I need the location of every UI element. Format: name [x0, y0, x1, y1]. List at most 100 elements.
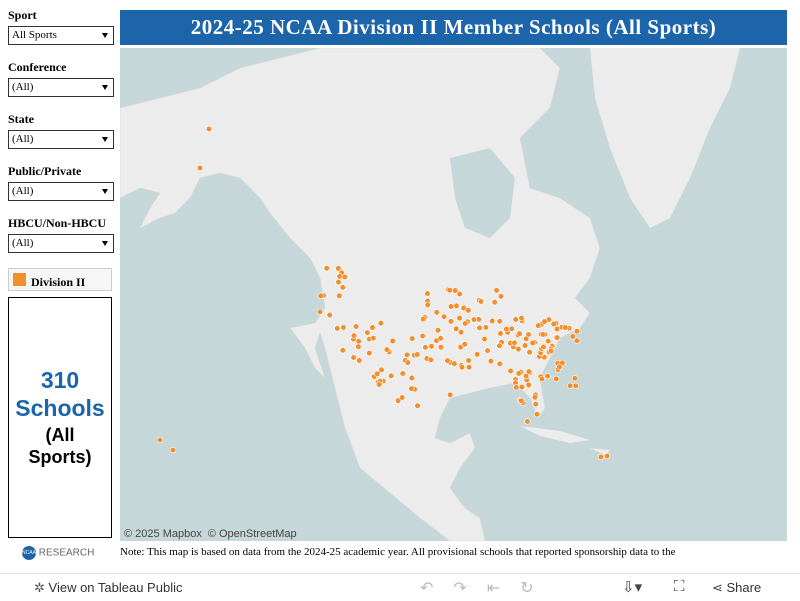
- filter-dropdown[interactable]: (All): [8, 182, 114, 201]
- school-point[interactable]: [336, 273, 343, 280]
- school-point[interactable]: [350, 332, 358, 339]
- view-on-tableau[interactable]: ✲ View on Tableau Public: [34, 580, 183, 595]
- filter-dropdown[interactable]: (All): [8, 78, 114, 97]
- school-point[interactable]: [518, 397, 525, 404]
- school-point[interactable]: [556, 363, 563, 370]
- school-point[interactable]: [451, 360, 458, 367]
- school-point[interactable]: [437, 344, 445, 351]
- school-point[interactable]: [444, 357, 451, 364]
- school-point[interactable]: [366, 350, 373, 357]
- school-point[interactable]: [389, 337, 396, 345]
- school-point[interactable]: [507, 367, 514, 375]
- school-point[interactable]: [532, 401, 539, 408]
- school-point[interactable]: [484, 347, 491, 354]
- school-point[interactable]: [369, 324, 376, 331]
- fullscreen-button[interactable]: ⛶: [674, 578, 685, 595]
- school-point[interactable]: [461, 341, 468, 348]
- school-point[interactable]: [523, 335, 530, 342]
- school-point[interactable]: [428, 343, 435, 350]
- school-point[interactable]: [597, 453, 605, 461]
- school-point[interactable]: [521, 342, 529, 349]
- school-point[interactable]: [437, 335, 444, 342]
- school-point[interactable]: [323, 265, 330, 272]
- school-point[interactable]: [326, 311, 333, 319]
- school-point[interactable]: [317, 292, 324, 299]
- school-point[interactable]: [205, 125, 213, 133]
- school-point[interactable]: [420, 316, 427, 323]
- filter-dropdown[interactable]: All Sports: [8, 26, 114, 45]
- school-point[interactable]: [525, 381, 532, 389]
- school-point[interactable]: [541, 318, 548, 325]
- school-point[interactable]: [489, 317, 496, 325]
- school-point[interactable]: [378, 366, 385, 373]
- school-point[interactable]: [512, 316, 519, 323]
- school-point[interactable]: [553, 334, 561, 341]
- school-point[interactable]: [395, 397, 402, 404]
- school-point[interactable]: [603, 452, 611, 460]
- school-point[interactable]: [352, 323, 360, 330]
- school-point[interactable]: [544, 373, 551, 380]
- school-point[interactable]: [414, 351, 421, 358]
- school-point[interactable]: [376, 381, 383, 388]
- school-point[interactable]: [335, 265, 342, 272]
- school-point[interactable]: [356, 357, 363, 364]
- school-point[interactable]: [572, 382, 579, 389]
- school-point[interactable]: [553, 375, 560, 382]
- school-point[interactable]: [496, 342, 503, 349]
- school-point[interactable]: [355, 338, 362, 345]
- school-point[interactable]: [496, 360, 503, 367]
- school-point[interactable]: [433, 309, 440, 316]
- school-point[interactable]: [422, 344, 429, 351]
- school-point[interactable]: [573, 337, 580, 344]
- school-point[interactable]: [336, 292, 343, 299]
- school-point[interactable]: [341, 273, 348, 281]
- school-point[interactable]: [522, 373, 530, 380]
- school-point[interactable]: [503, 326, 510, 333]
- school-point[interactable]: [535, 322, 542, 329]
- school-point[interactable]: [434, 327, 442, 334]
- school-point[interactable]: [404, 359, 411, 366]
- school-point[interactable]: [409, 335, 416, 342]
- school-point[interactable]: [476, 324, 483, 332]
- school-point[interactable]: [388, 372, 395, 379]
- school-point[interactable]: [511, 339, 518, 346]
- school-point[interactable]: [427, 356, 434, 364]
- school-point[interactable]: [524, 418, 531, 425]
- school-point[interactable]: [447, 318, 455, 325]
- school-point[interactable]: [447, 391, 454, 398]
- school-point[interactable]: [533, 411, 541, 418]
- school-point[interactable]: [408, 374, 415, 382]
- school-point[interactable]: [516, 330, 523, 337]
- school-point[interactable]: [496, 318, 503, 325]
- school-point[interactable]: [355, 343, 362, 350]
- school-point[interactable]: [465, 364, 473, 371]
- school-point[interactable]: [370, 335, 377, 342]
- school-point[interactable]: [545, 338, 552, 345]
- school-point[interactable]: [569, 333, 576, 340]
- school-point[interactable]: [518, 383, 526, 391]
- school-point[interactable]: [529, 339, 536, 347]
- school-point[interactable]: [156, 436, 164, 444]
- school-point[interactable]: [457, 344, 464, 351]
- school-point[interactable]: [566, 382, 574, 389]
- school-point[interactable]: [573, 328, 580, 335]
- school-point[interactable]: [453, 302, 460, 309]
- school-point[interactable]: [525, 368, 533, 375]
- filter-dropdown[interactable]: (All): [8, 234, 114, 253]
- map[interactable]: © 2025 Mapbox © OpenStreetMap: [120, 48, 787, 541]
- school-point[interactable]: [540, 343, 547, 351]
- school-point[interactable]: [462, 320, 469, 327]
- school-point[interactable]: [383, 346, 391, 353]
- school-point[interactable]: [474, 351, 481, 358]
- school-point[interactable]: [446, 287, 453, 294]
- school-point[interactable]: [335, 278, 342, 286]
- school-point[interactable]: [339, 347, 346, 354]
- school-point[interactable]: [316, 308, 324, 315]
- school-point[interactable]: [447, 303, 455, 310]
- school-point[interactable]: [374, 370, 381, 377]
- school-point[interactable]: [491, 299, 498, 306]
- share-button[interactable]: ⋖ Share: [712, 580, 762, 595]
- school-point[interactable]: [424, 301, 431, 308]
- school-point[interactable]: [403, 351, 411, 358]
- school-point[interactable]: [513, 384, 520, 391]
